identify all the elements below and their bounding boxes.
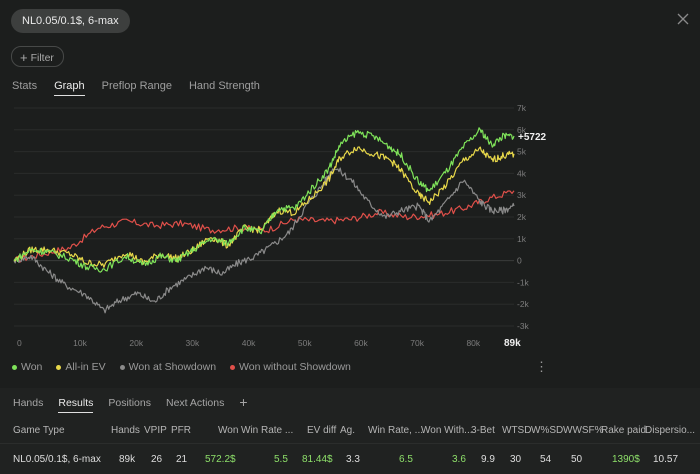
legend-dot-won-without-showdown <box>230 364 236 370</box>
col-header-win-rate-2[interactable]: Win Rate, ... <box>368 425 424 436</box>
main-tabs: Stats Graph Preflop Range Hand Strength <box>12 80 277 96</box>
legend-label: Won <box>21 361 43 373</box>
more-options-icon[interactable]: ⋮ <box>535 359 548 374</box>
cell-rake-paid: 1390$ <box>612 454 640 465</box>
y-tick-label: 0 <box>517 256 522 266</box>
game-type-pill[interactable]: NL0.05/0.1$, 6-max <box>11 9 130 33</box>
legend-item-won[interactable]: Won <box>12 361 42 373</box>
col-header-ag[interactable]: Ag. <box>340 425 356 436</box>
legend-label: Won without Showdown <box>239 361 351 373</box>
x-tick-label: 40k <box>242 338 256 348</box>
x-end-label: 89k <box>504 338 521 349</box>
results-graph[interactable]: 7k 6k 5k 4k 3k 2k 1k 0 -1k -2k -3k 0 10k 20k 30k 40k 50k… <box>0 100 700 350</box>
close-icon[interactable] <box>676 12 690 26</box>
legend-dot-won <box>12 364 17 370</box>
filter-button[interactable]: + Filter <box>11 46 64 67</box>
cell-wsd: 54 <box>540 454 552 465</box>
col-header-ev-diff[interactable]: EV diff <box>307 425 337 436</box>
x-tick-label: 10k <box>73 338 87 348</box>
col-header-wsd[interactable]: W%SD <box>531 425 564 436</box>
col-header-rake-paid[interactable]: Rake paid <box>601 425 647 436</box>
col-header-win-rate[interactable]: Win Rate ... <box>241 425 294 436</box>
tab-positions[interactable]: Positions <box>108 397 151 409</box>
cell-3bet: 9.9 <box>481 454 495 465</box>
series-line-all-in-ev <box>13 146 515 268</box>
legend-label: All-in EV <box>65 361 106 373</box>
y-tick-label: 7k <box>517 103 527 113</box>
x-tick-label: 60k <box>354 338 368 348</box>
cell-hands: 89k <box>119 454 136 465</box>
cell-win-rate-2: 6.5 <box>399 454 413 465</box>
tab-next-actions[interactable]: Next Actions <box>165 397 225 409</box>
col-header-3bet[interactable]: 3-Bet <box>471 425 495 436</box>
cell-vpip: 26 <box>151 454 163 465</box>
x-tick-label: 0 <box>17 338 22 348</box>
bottom-tabs: Hands Results Positions Next Actions + <box>13 394 248 413</box>
x-tick-label: 50k <box>298 338 312 348</box>
legend-label: Won at Showdown <box>128 361 217 373</box>
col-header-dispersion[interactable]: Dispersio... <box>645 425 696 436</box>
legend-dot-all-in-ev <box>56 364 62 370</box>
x-tick-label: 70k <box>410 338 424 348</box>
x-tick-label: 20k <box>129 338 143 348</box>
x-tick-label: 80k <box>466 338 480 348</box>
y-tick-label: 1k <box>517 234 527 244</box>
cell-game-type: NL0.05/0.1$, 6-max <box>13 454 101 465</box>
y-tick-label: -1k <box>517 277 530 287</box>
legend-item-won-without-showdown[interactable]: Won without Showdown <box>230 361 351 373</box>
legend-item-won-at-showdown[interactable]: Won at Showdown <box>119 361 217 373</box>
cell-dispersion: 10.57 <box>653 454 679 465</box>
end-value-label: +5722 <box>518 132 547 143</box>
tab-results[interactable]: Results <box>58 397 94 413</box>
x-tick-label: 30k <box>186 338 200 348</box>
y-tick-label: 6k <box>517 125 527 135</box>
tab-hands[interactable]: Hands <box>13 397 44 409</box>
tab-stats[interactable]: Stats <box>12 80 38 92</box>
cell-wwsf: 50 <box>571 454 583 465</box>
y-tick-label: 4k <box>517 168 527 178</box>
cell-won-with: 3.6 <box>452 454 466 465</box>
legend-item-all-in-ev[interactable]: All-in EV <box>56 361 106 373</box>
series-line-won-at-showdown <box>13 167 515 314</box>
cell-pfr: 21 <box>176 454 188 465</box>
table-divider <box>0 443 700 444</box>
y-tick-label: 5k <box>517 147 527 157</box>
y-tick-label: -2k <box>517 299 530 309</box>
y-tick-label: -3k <box>517 321 530 331</box>
legend-dot-won-at-showdown <box>119 364 125 370</box>
col-header-pfr[interactable]: PFR <box>171 425 191 436</box>
filter-label: Filter <box>30 52 54 64</box>
col-header-wwsf[interactable]: WWSF% <box>563 425 604 436</box>
tab-graph[interactable]: Graph <box>54 80 85 96</box>
series-line-won-without-showdown <box>13 190 515 263</box>
cell-won: 572.2$ <box>205 454 236 465</box>
legend: Won All-in EV Won at Showdown Won withou… <box>12 361 365 373</box>
col-header-hands[interactable]: Hands <box>111 425 140 436</box>
y-tick-label: 3k <box>517 190 527 200</box>
col-header-game-type[interactable]: Game Type <box>13 425 65 436</box>
series-line-won <box>13 127 515 273</box>
col-header-won[interactable]: Won <box>218 425 239 436</box>
bottom-panel <box>0 388 700 474</box>
col-header-won-with[interactable]: Won With... <box>421 425 473 436</box>
tab-preflop-range[interactable]: Preflop Range <box>101 80 172 92</box>
cell-win-rate: 5.5 <box>274 454 288 465</box>
add-tab-icon[interactable]: + <box>239 394 248 410</box>
col-header-wtsd[interactable]: WTSD <box>502 425 532 436</box>
cell-ag: 3.3 <box>346 454 360 465</box>
plus-icon: + <box>20 50 28 65</box>
tab-hand-strength[interactable]: Hand Strength <box>188 80 260 92</box>
col-header-vpip[interactable]: VPIP <box>144 425 167 436</box>
cell-ev-diff: 81.44$ <box>302 454 333 465</box>
cell-wtsd: 30 <box>510 454 522 465</box>
y-tick-label: 2k <box>517 212 527 222</box>
